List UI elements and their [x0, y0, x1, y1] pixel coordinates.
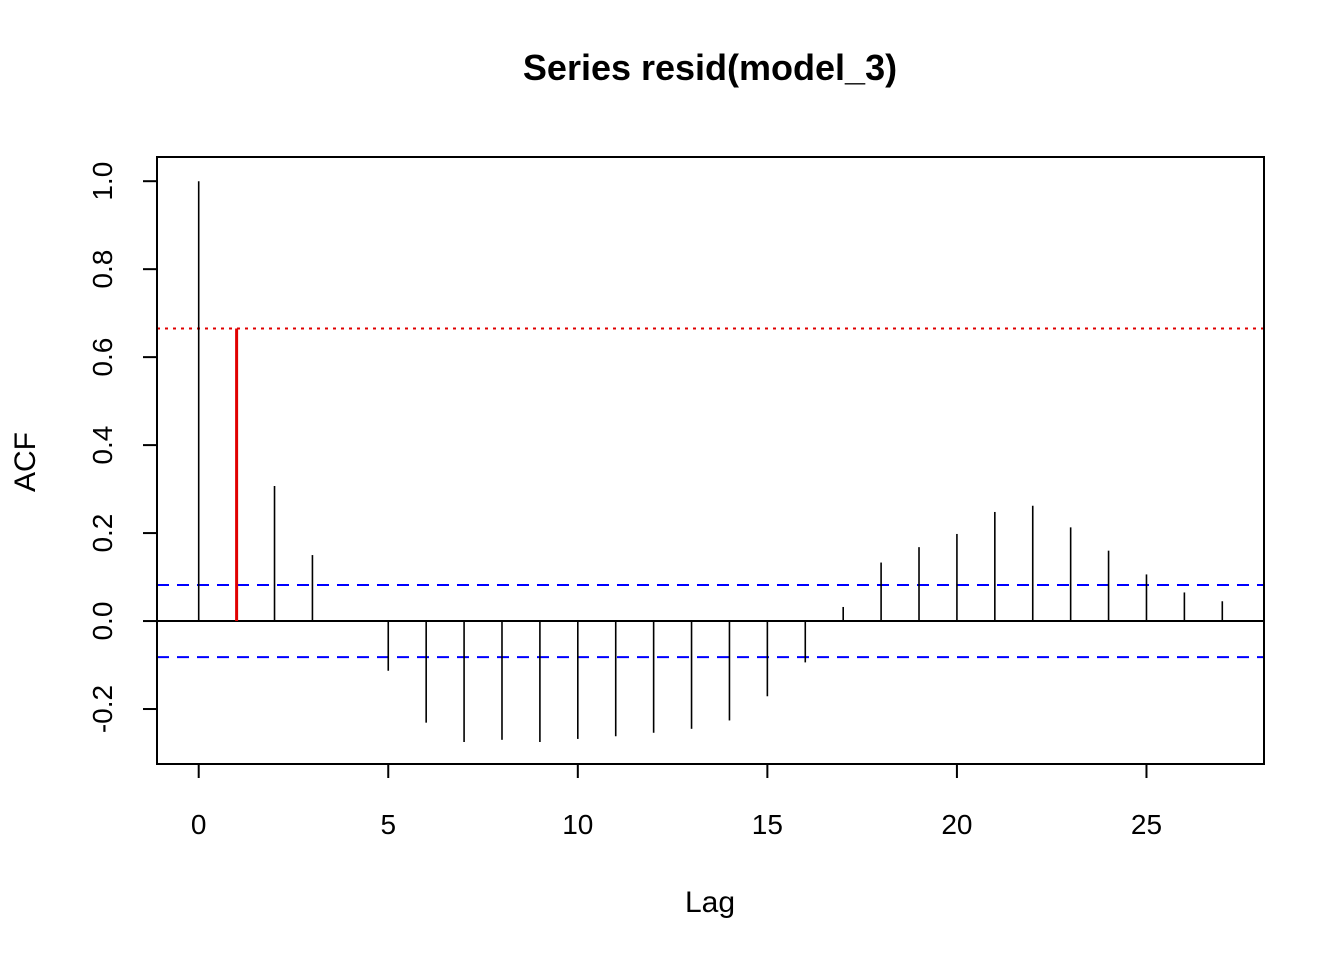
y-tick-label-1: 1.0	[87, 162, 118, 201]
x-axis-label: Lag	[685, 886, 735, 919]
y-tick-label-0.4: 0.4	[87, 426, 118, 465]
x-tick-label-10: 10	[562, 809, 593, 840]
plot-frame	[156, 156, 1265, 765]
x-tick-label-15: 15	[752, 809, 783, 840]
chart-title: Series resid(model_3)	[523, 47, 897, 88]
y-tick-label-0.2: 0.2	[87, 514, 118, 553]
y-axis: -0.2 0.0 0.2 0.4 0.6 0.8 1.0	[87, 162, 157, 733]
y-tick-label-0.6: 0.6	[87, 338, 118, 377]
x-tick-label-0: 0	[191, 809, 207, 840]
x-axis: 0 5 10 15 20 25	[191, 764, 1162, 840]
y-tick-label-0.8: 0.8	[87, 250, 118, 289]
x-tick-label-20: 20	[941, 809, 972, 840]
plot-area	[157, 181, 1264, 743]
y-axis-label: ACF	[9, 432, 42, 492]
y-tick-label--0.2: -0.2	[87, 685, 118, 733]
x-tick-label-25: 25	[1131, 809, 1162, 840]
x-tick-label-5: 5	[380, 809, 396, 840]
y-tick-label-0: 0.0	[87, 602, 118, 641]
